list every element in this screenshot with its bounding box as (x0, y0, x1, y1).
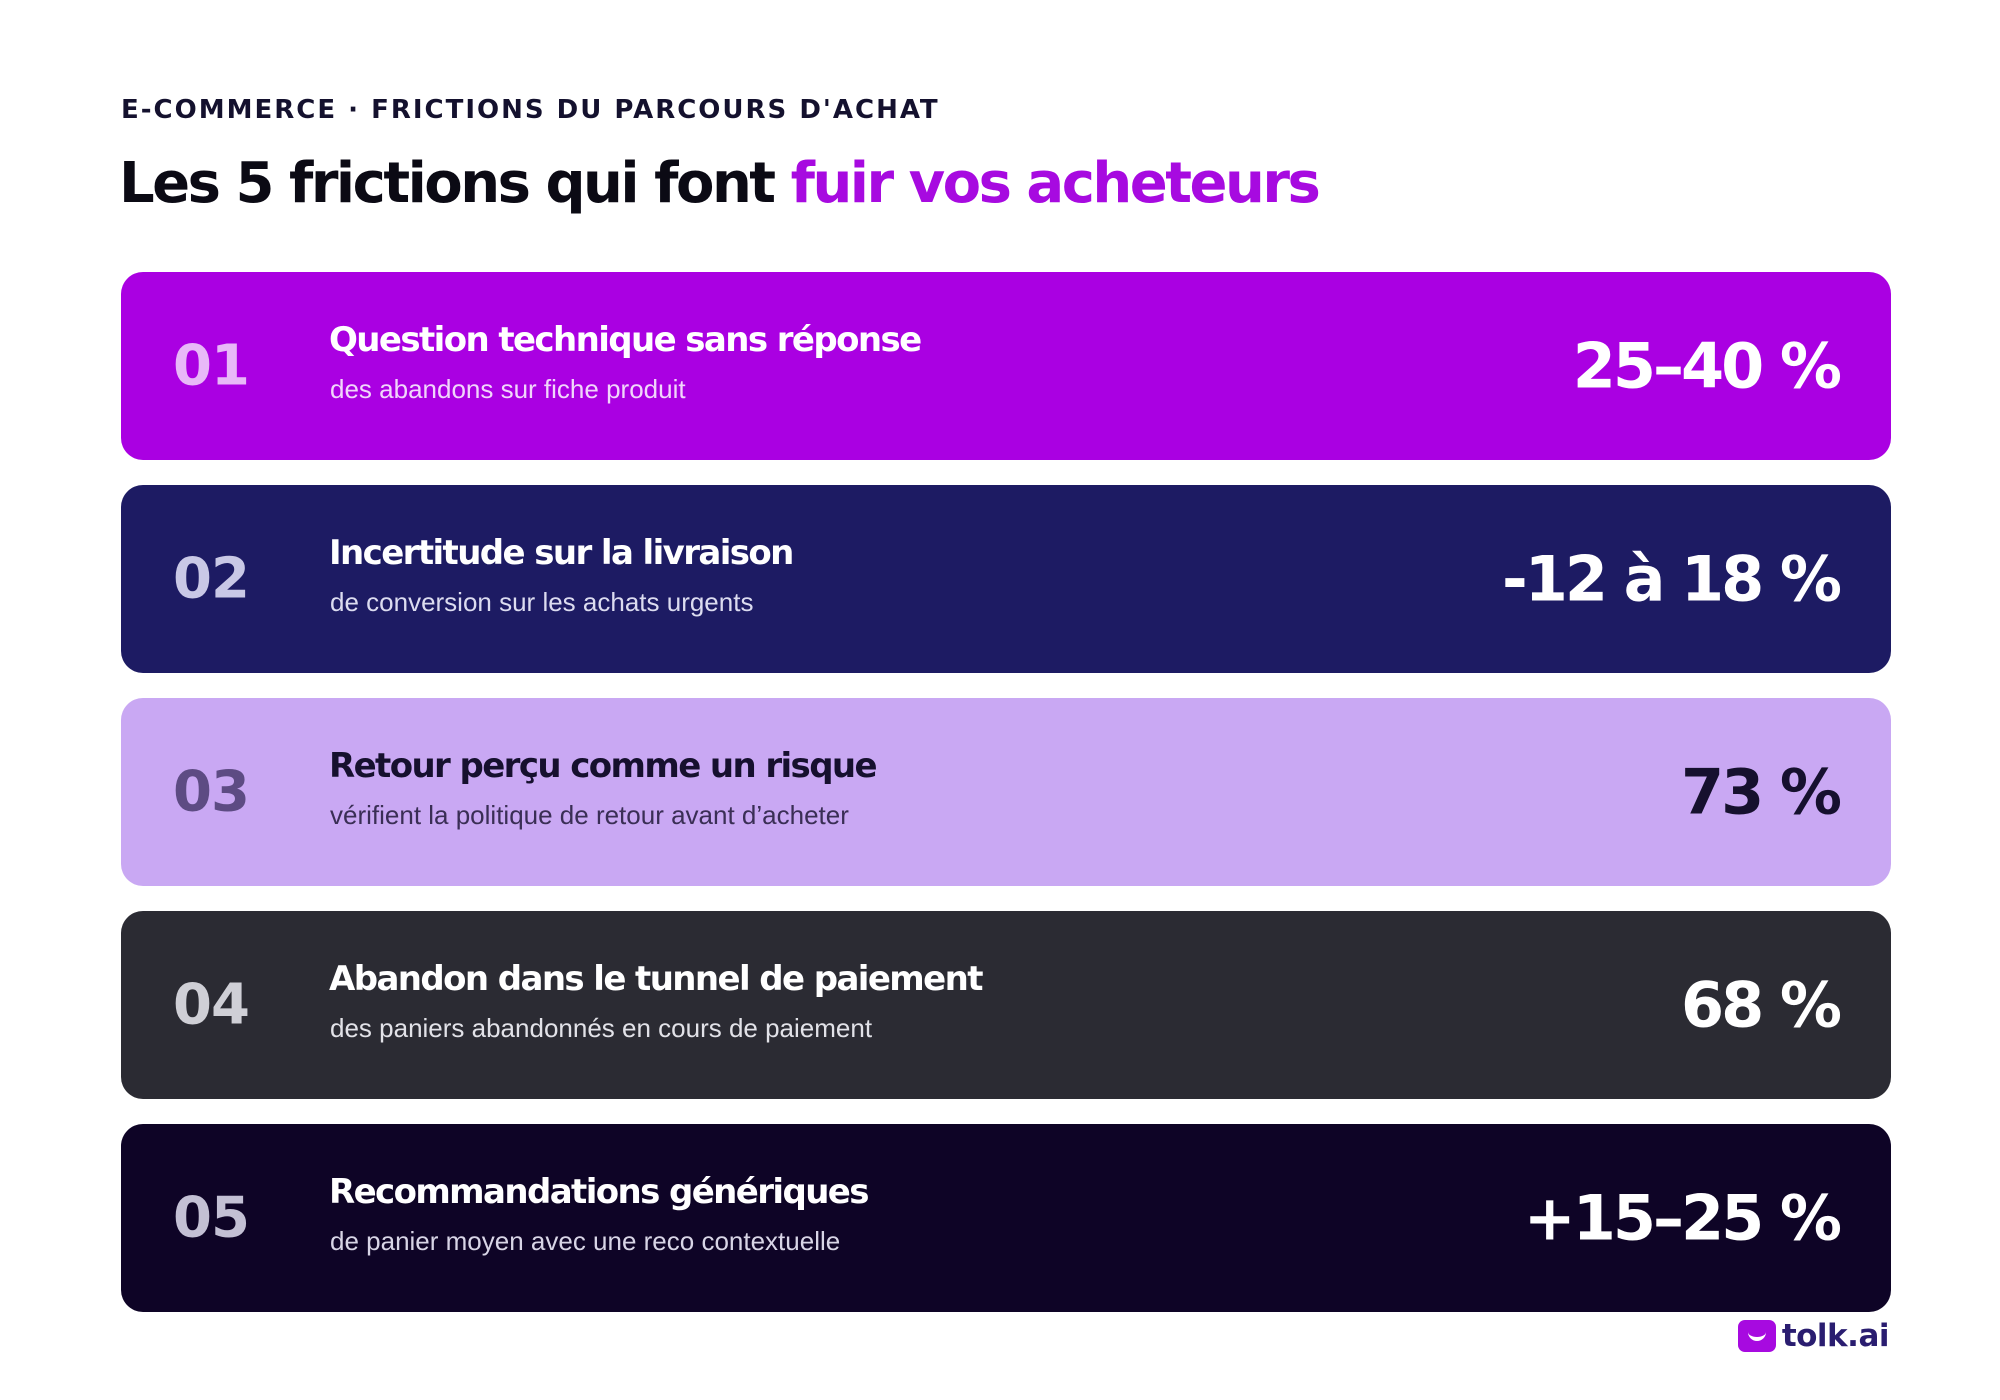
friction-title: Question technique sans réponse (329, 320, 922, 360)
friction-card-5: 05 Recommandations génériques de panier … (121, 1124, 1891, 1312)
friction-card-2: 02 Incertitude sur la livraison de conve… (121, 485, 1891, 673)
friction-number: 01 (173, 333, 250, 399)
friction-stat: 68 % (1681, 968, 1842, 1042)
friction-number: 04 (173, 972, 250, 1038)
friction-card-3: 03 Retour perçu comme un risque vérifien… (121, 698, 1891, 886)
friction-title: Incertitude sur la livraison (329, 533, 794, 573)
friction-subtitle: de panier moyen avec une reco contextuel… (330, 1226, 841, 1256)
brand-logo: tolk.ai (1737, 1318, 1890, 1354)
friction-number: 03 (173, 759, 250, 825)
friction-number: 05 (173, 1185, 250, 1251)
friction-stat: 25–40 % (1572, 329, 1842, 403)
friction-stat: -12 à 18 % (1501, 542, 1842, 616)
tolk-logo-icon (1737, 1320, 1776, 1352)
friction-subtitle: des abandons sur fiche produit (330, 374, 686, 404)
brand-logo-text: tolk.ai (1781, 1318, 1890, 1354)
page-title-accent: fuir vos acheteurs (790, 151, 1321, 216)
page-title-main: Les 5 frictions qui font (119, 151, 791, 216)
friction-card-4: 04 Abandon dans le tunnel de paiement de… (121, 911, 1891, 1099)
friction-stat: +15–25 % (1523, 1181, 1842, 1255)
friction-title: Abandon dans le tunnel de paiement (329, 959, 983, 999)
friction-number: 02 (173, 546, 250, 612)
friction-title: Retour perçu comme un risque (329, 746, 878, 786)
friction-list: 01 Question technique sans réponse des a… (121, 272, 1891, 1337)
friction-subtitle: vérifient la politique de retour avant d… (330, 800, 849, 830)
friction-subtitle: de conversion sur les achats urgents (330, 587, 754, 617)
friction-card-1: 01 Question technique sans réponse des a… (121, 272, 1891, 460)
friction-subtitle: des paniers abandonnés en cours de paiem… (330, 1013, 873, 1043)
friction-stat: 73 % (1681, 755, 1842, 829)
friction-title: Recommandations génériques (329, 1172, 870, 1212)
eyebrow-label: E-COMMERCE · FRICTIONS DU PARCOURS D'ACH… (121, 95, 940, 125)
page-title: Les 5 frictions qui font fuir vos achete… (119, 148, 1321, 220)
